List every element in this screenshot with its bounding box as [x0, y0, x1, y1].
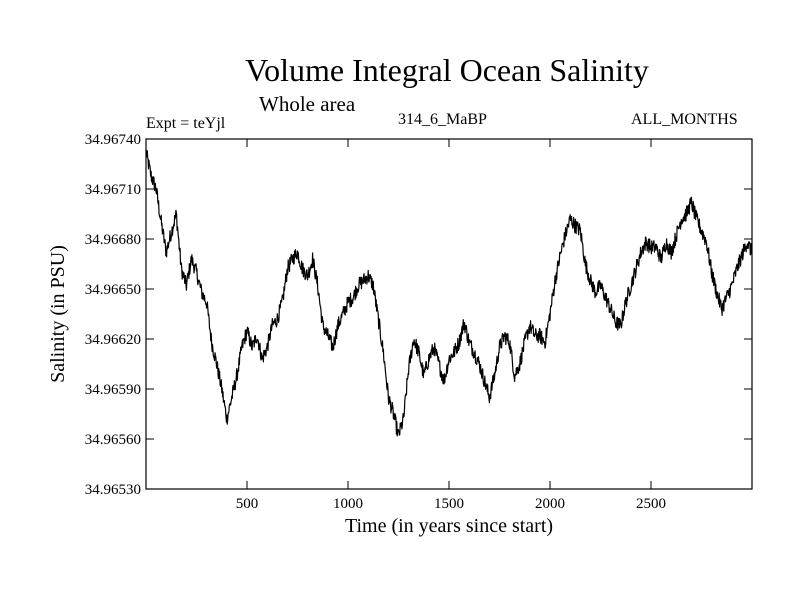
x-axis-label: Time (in years since start) — [345, 515, 553, 537]
y-tick-label: 34.96680 — [85, 232, 141, 248]
y-tick-label: 34.96650 — [85, 282, 141, 298]
x-tick-label: 500 — [236, 496, 259, 512]
y-tick-label: 34.96560 — [85, 432, 141, 448]
x-tick-label: 2000 — [535, 496, 565, 512]
y-axis-label: Salinity (in PSU) — [47, 245, 69, 383]
y-axis: 34.96530 34.96560 34.96590 34.96620 34.96650… — [85, 132, 752, 498]
y-tick-label: 34.96740 — [85, 132, 141, 148]
x-tick-label: 1000 — [333, 496, 363, 512]
y-tick-label: 34.96590 — [85, 382, 141, 398]
experiment-label: Expt = teYjl — [146, 115, 226, 132]
x-tick-label: 2500 — [636, 496, 666, 512]
period-label: 314_6_MaBP — [398, 111, 487, 128]
chart-subtitle: Whole area — [259, 92, 356, 116]
chart-title: Volume Integral Ocean Salinity — [245, 52, 649, 88]
x-tick-label: 1500 — [434, 496, 464, 512]
salinity-series-line — [145, 149, 753, 437]
plot-frame — [145, 138, 753, 490]
x-axis: 500 1000 1500 2000 2500 — [236, 139, 666, 512]
y-tick-label: 34.96620 — [85, 332, 141, 348]
y-tick-label: 34.96530 — [85, 482, 141, 498]
months-label: ALL_MONTHS — [631, 111, 738, 128]
y-tick-label: 34.96710 — [85, 182, 141, 198]
